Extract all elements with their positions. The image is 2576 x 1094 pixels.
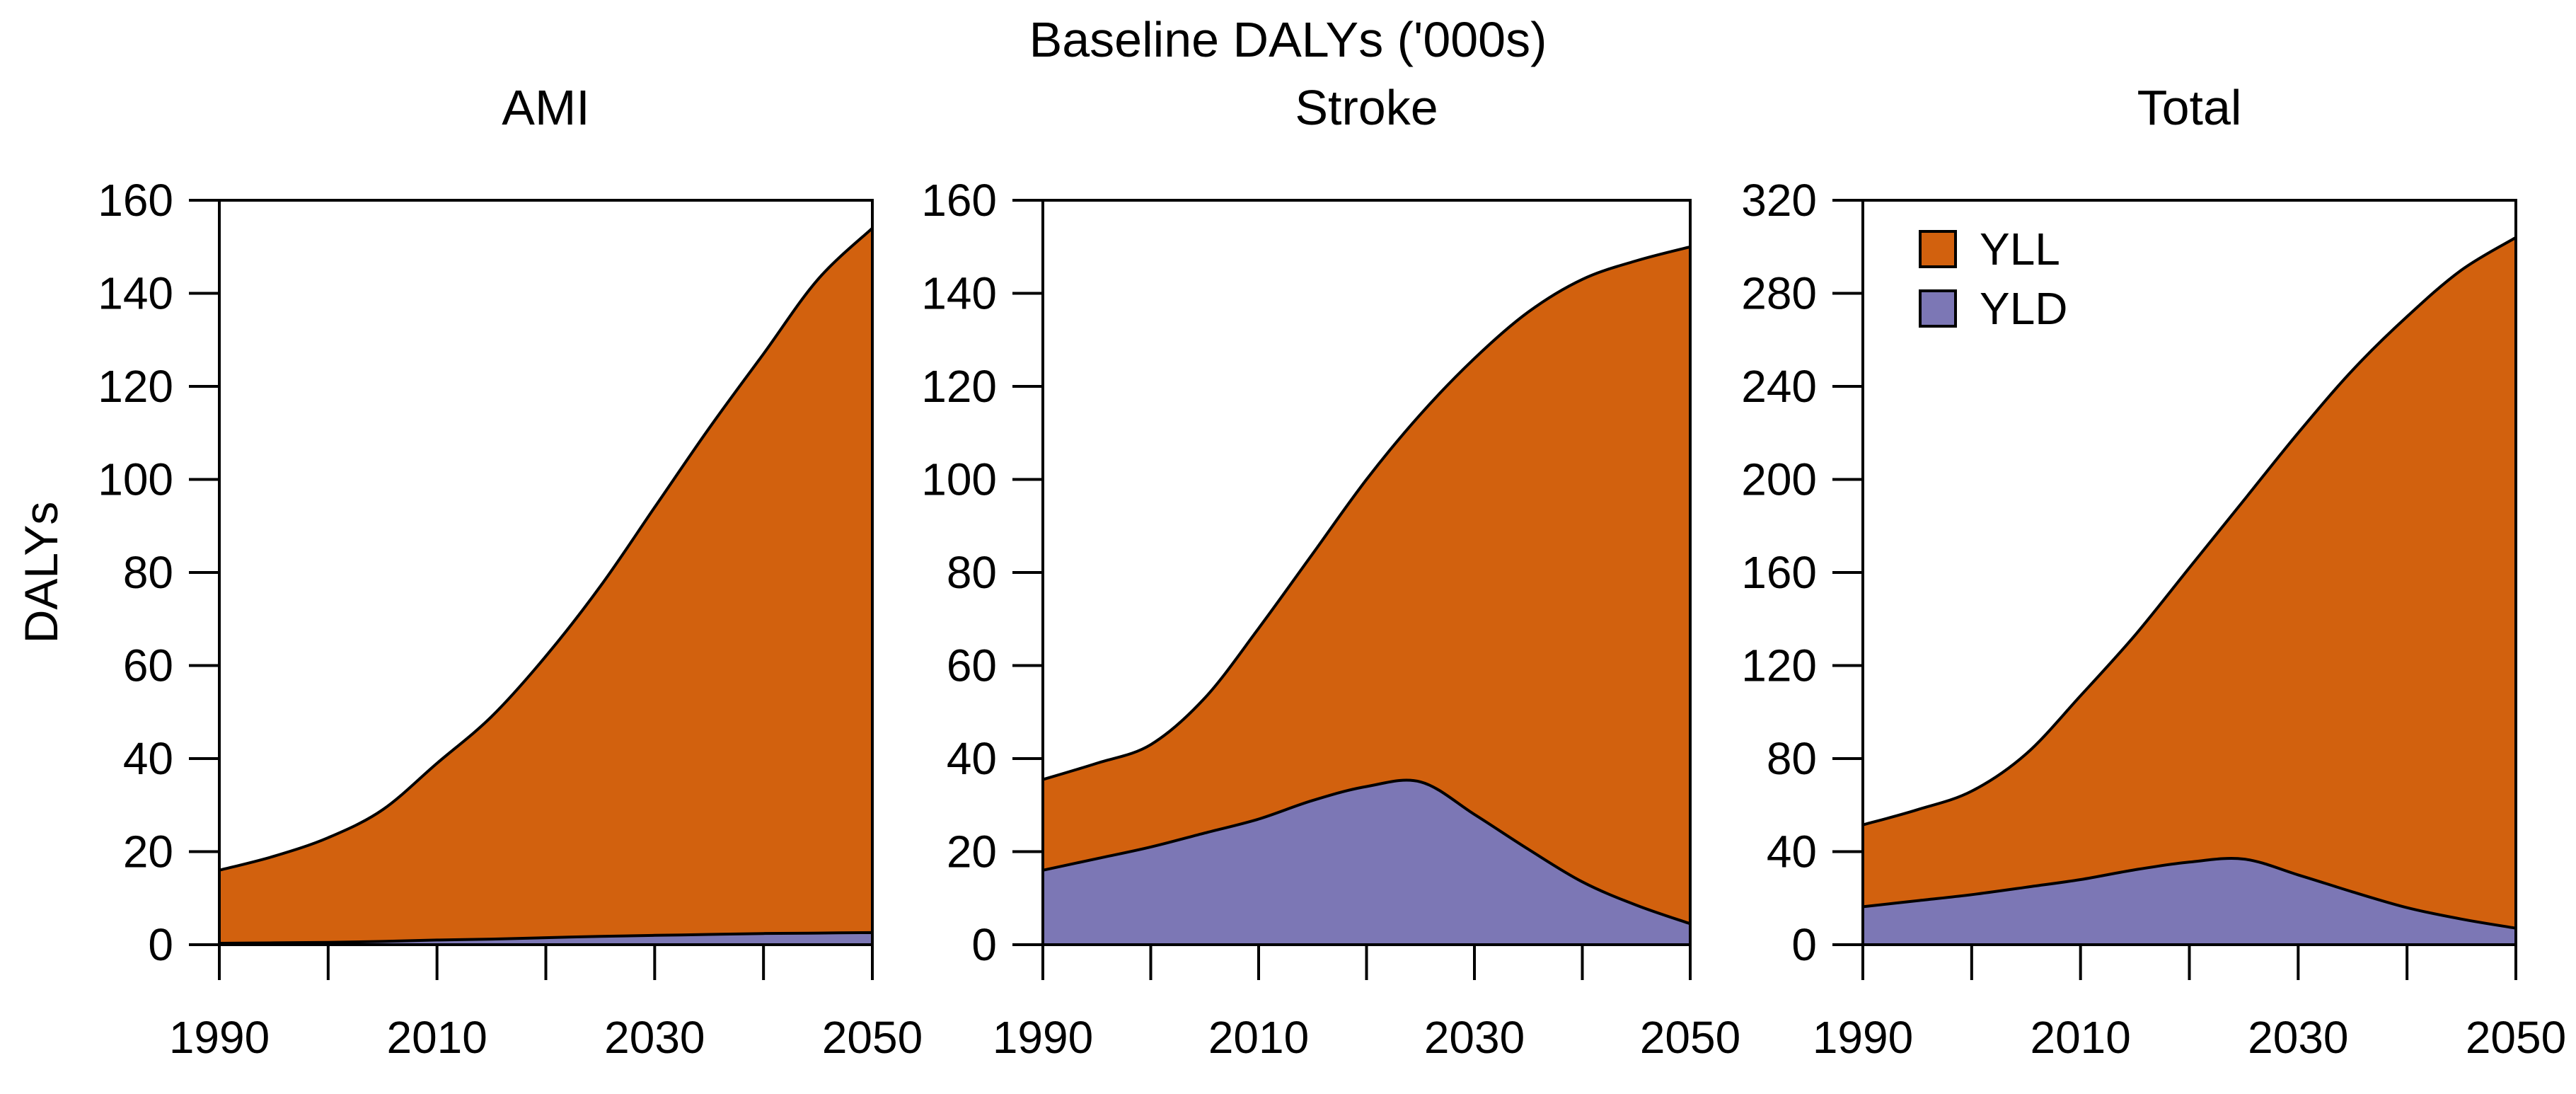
y-tick-label-ami: 0 [148, 919, 173, 970]
panel-title-stroke: Stroke [1295, 80, 1438, 135]
x-tick-label-stroke: 1990 [993, 1012, 1093, 1063]
y-tick-label-ami: 40 [123, 733, 173, 784]
x-tick-label-total: 1990 [1813, 1012, 1913, 1063]
y-tick-label-ami: 20 [123, 827, 173, 877]
figure-title: Baseline DALYs ('000s) [1029, 12, 1547, 67]
x-tick-label-ami: 2010 [386, 1012, 487, 1063]
area-yll-stroke [1041, 245, 1692, 946]
y-tick-label-stroke: 80 [947, 547, 997, 598]
y-tick-label-stroke: 0 [971, 919, 997, 970]
y-tick-label-total: 240 [1741, 361, 1817, 412]
y-tick-label-stroke: 40 [947, 733, 997, 784]
y-tick-label-ami: 160 [98, 175, 173, 226]
panel-title-ami: AMI [502, 80, 590, 135]
x-tick-label-ami: 2050 [822, 1012, 923, 1063]
y-tick-label-ami: 120 [98, 361, 173, 412]
y-tick-label-stroke: 100 [921, 454, 997, 505]
area-yld-stroke [1041, 778, 1692, 946]
legend-swatch-yld-icon [1919, 289, 1957, 328]
y-tick-label-total: 0 [1791, 919, 1817, 970]
x-tick-label-total: 2030 [2248, 1012, 2348, 1063]
panel-title-total: Total [2137, 80, 2242, 135]
area-yld-ami [218, 931, 874, 946]
y-tick-label-total: 40 [1767, 827, 1817, 877]
x-tick-label-total: 2010 [2030, 1012, 2130, 1063]
x-tick-label-ami: 1990 [169, 1012, 270, 1063]
y-tick-label-stroke: 140 [921, 268, 997, 319]
legend-label-yld: YLD [1980, 283, 2068, 334]
y-tick-label-total: 320 [1741, 175, 1817, 226]
x-tick-label-total: 2050 [2466, 1012, 2566, 1063]
area-yll-ami [218, 224, 874, 946]
y-tick-label-ami: 100 [98, 454, 173, 505]
y-tick-label-ami: 60 [123, 640, 173, 691]
y-tick-label-stroke: 160 [921, 175, 997, 226]
legend-item-yll: YLL [1919, 226, 2068, 272]
y-tick-label-total: 280 [1741, 268, 1817, 319]
y-tick-label-total: 200 [1741, 454, 1817, 505]
x-tick-label-stroke: 2030 [1424, 1012, 1525, 1063]
legend-label-yll: YLL [1980, 224, 2060, 275]
y-tick-label-ami: 80 [123, 547, 173, 598]
x-tick-label-stroke: 2010 [1208, 1012, 1309, 1063]
y-tick-label-ami: 140 [98, 268, 173, 319]
y-tick-label-stroke: 60 [947, 640, 997, 691]
legend-swatch-yll-icon [1919, 230, 1957, 268]
area-yll-total [1861, 235, 2517, 946]
y-tick-label-stroke: 120 [921, 361, 997, 412]
y-tick-label-total: 120 [1741, 640, 1817, 691]
y-tick-label-stroke: 20 [947, 827, 997, 877]
legend: YLL YLD [1919, 226, 2068, 331]
y-tick-label-total: 160 [1741, 547, 1817, 598]
x-tick-label-ami: 2030 [604, 1012, 705, 1063]
y-tick-label-total: 80 [1767, 733, 1817, 784]
x-tick-label-stroke: 2050 [1640, 1012, 1740, 1063]
legend-item-yld: YLD [1919, 286, 2068, 331]
area-yld-total [1861, 857, 2517, 946]
